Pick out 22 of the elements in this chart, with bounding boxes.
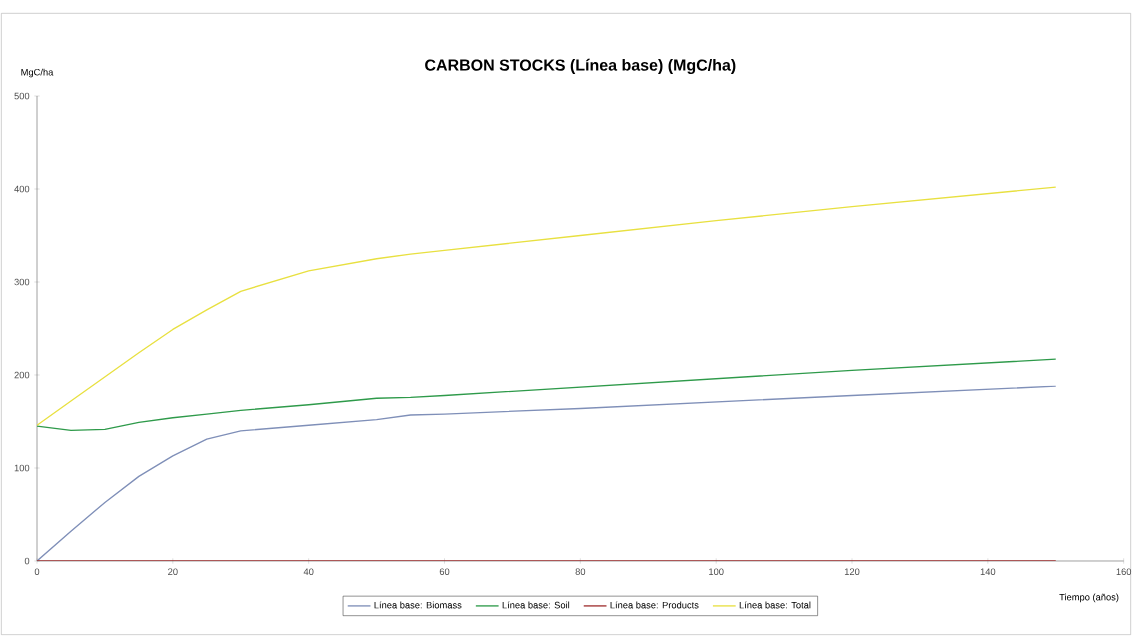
legend-label: Línea base: Biomass	[374, 601, 462, 609]
x-tick-label: 140	[980, 568, 996, 575]
legend-label: Línea base: Soil	[502, 601, 570, 609]
x-tick-label: 20	[168, 568, 178, 575]
x-tick-label: 0	[34, 568, 40, 575]
x-tick-label: 80	[575, 568, 586, 575]
x-tick-label: 40	[303, 568, 314, 575]
y-tick-label: 400	[14, 185, 30, 193]
x-tick-label: 160	[1116, 568, 1132, 575]
y-tick-label: 200	[14, 371, 30, 379]
y-tick-label: 0	[24, 557, 30, 565]
legend-label: Línea base: Products	[610, 601, 699, 609]
y-tick-label: 500	[14, 92, 30, 100]
y-axis-title: MgC/ha	[21, 68, 54, 78]
legend-label: Línea base: Total	[739, 601, 811, 609]
y-tick-label: 300	[14, 278, 30, 286]
chart-title: CARBON STOCKS (Línea base) (MgC/ha)	[425, 58, 736, 74]
x-tick-label: 60	[439, 568, 450, 575]
x-tick-label: 100	[709, 568, 724, 575]
x-axis-title: Tiempo (años)	[1059, 593, 1119, 603]
y-tick-label: 100	[14, 464, 30, 472]
x-tick-label: 120	[844, 568, 860, 575]
